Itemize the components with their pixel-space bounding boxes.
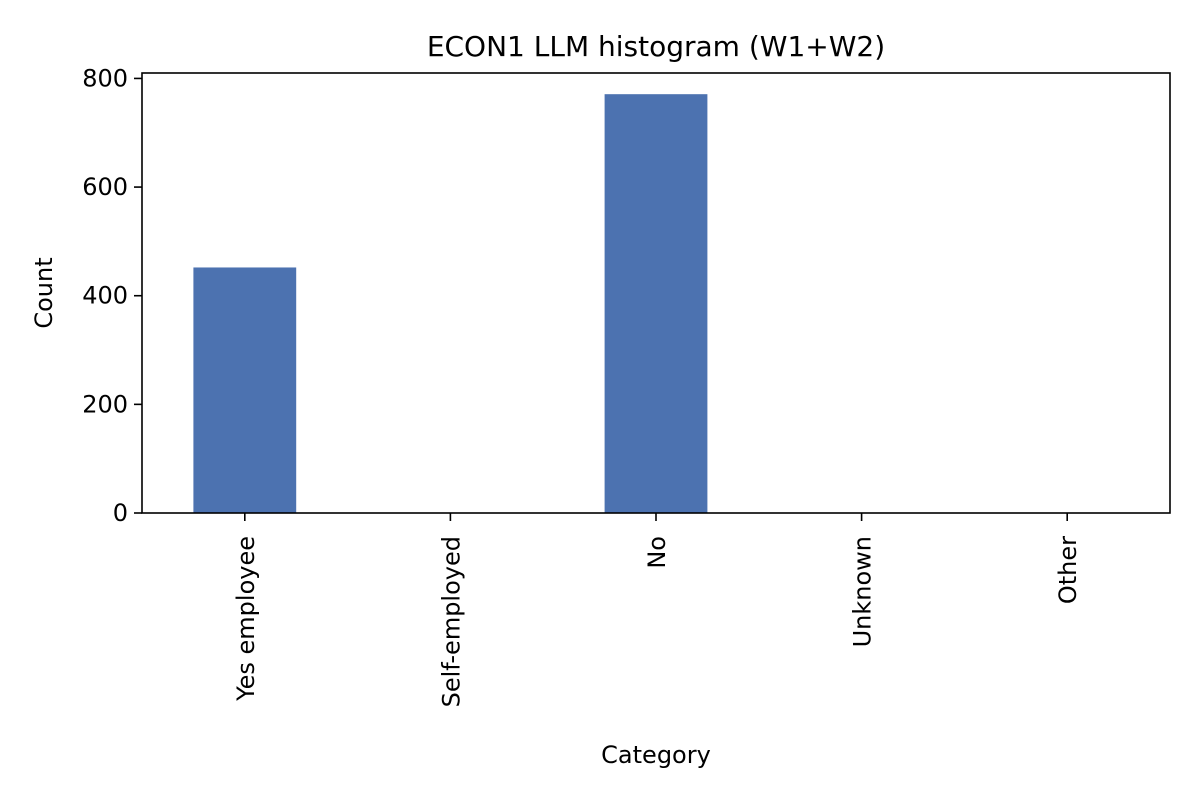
bar-no xyxy=(604,94,708,514)
x-tick-label: Yes employee xyxy=(232,536,260,702)
y-tick-label: 200 xyxy=(82,390,128,418)
y-tick-label: 400 xyxy=(82,282,128,310)
y-tick-label: 600 xyxy=(82,173,128,201)
y-tick-label: 800 xyxy=(82,64,128,92)
plot-area-frame xyxy=(141,72,1171,514)
x-tick-label: Unknown xyxy=(849,536,877,647)
y-axis-label: Count xyxy=(30,257,58,328)
bars-layer xyxy=(193,94,708,514)
x-axis-ticks: Yes employee Self-employed No Unknown Other xyxy=(232,513,1082,707)
bar-yes-employee xyxy=(193,267,297,513)
y-axis-ticks: 0 200 400 600 800 xyxy=(82,64,142,527)
x-tick-label: Self-employed xyxy=(437,536,465,707)
x-axis-label: Category xyxy=(601,741,711,769)
y-tick-label: 0 xyxy=(113,499,128,527)
x-tick-label: No xyxy=(643,536,671,569)
chart-title: ECON1 LLM histogram (W1+W2) xyxy=(427,30,885,63)
x-tick-label: Other xyxy=(1054,536,1082,604)
